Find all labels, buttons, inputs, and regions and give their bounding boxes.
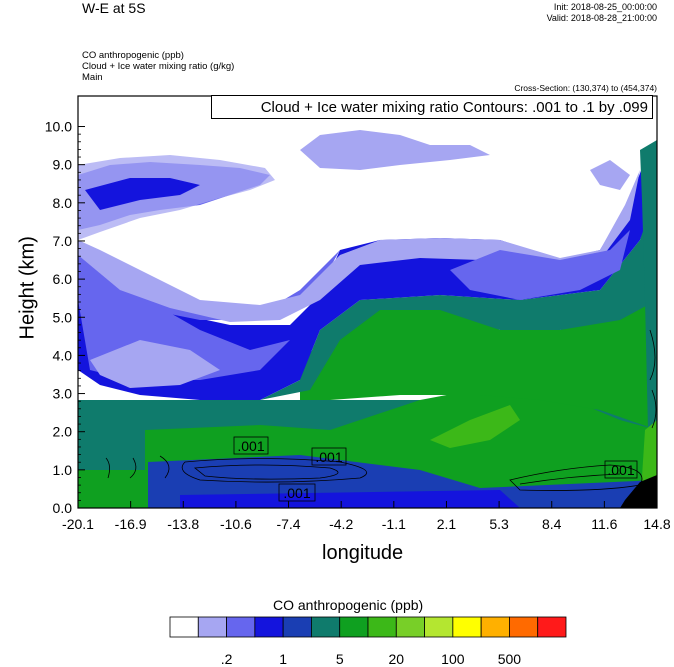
- colorbar-label: 100: [441, 651, 465, 667]
- x-tick-label: -1.1: [382, 516, 406, 532]
- colorbar-swatch: [197, 616, 227, 638]
- colorbar-swatch: [311, 616, 341, 638]
- x-axis-label: longitude: [322, 542, 404, 564]
- y-tick-label: 8.0: [53, 195, 73, 211]
- y-tick-label: 6.0: [53, 271, 73, 287]
- y-axis: 0.0 1.0 2.0 3.0 4.0 5.0 6.0 7.0 8.0 9.0 10.0: [45, 119, 85, 516]
- y-tick-label: 9.0: [53, 157, 73, 173]
- colorbar: .2 1 5 20 100 500: [169, 616, 567, 667]
- colorbar-swatch: [480, 616, 510, 638]
- x-tick-label: 2.1: [437, 516, 457, 532]
- colorbar-label: 20: [388, 651, 404, 667]
- y-tick-label: 1.0: [53, 462, 73, 478]
- colorbar-label: .2: [221, 651, 233, 667]
- x-tick-label: -4.2: [329, 516, 353, 532]
- colorbar-swatch: [509, 616, 539, 638]
- colorbar-swatch: [424, 616, 454, 638]
- contour-label-1: .001: [237, 438, 264, 454]
- colorbar-swatch: [282, 616, 312, 638]
- x-tick-label: 8.4: [542, 516, 562, 532]
- heatmap-field: [78, 96, 657, 508]
- y-tick-label: 7.0: [53, 233, 73, 249]
- plot-title: W-E at 5S: [82, 0, 146, 16]
- colorbar-label: 5: [336, 651, 344, 667]
- contour-label-4: .001: [607, 462, 634, 478]
- x-tick-label: -20.1: [62, 516, 94, 532]
- colorbar-swatch: [169, 616, 199, 638]
- colorbar-swatch: [537, 616, 567, 638]
- y-axis-label: Height (km): [16, 236, 39, 340]
- x-tick-label: 11.6: [591, 516, 617, 532]
- y-tick-label: 10.0: [45, 119, 72, 135]
- colorbar-swatch: [226, 616, 256, 638]
- y-tick-label: 5.0: [53, 309, 73, 325]
- x-tick-label: 14.8: [643, 516, 670, 532]
- x-tick-label: -13.8: [167, 516, 199, 532]
- y-tick-label: 4.0: [53, 347, 73, 363]
- contour-label-2: .001: [315, 449, 342, 465]
- contour-label-3: .001: [283, 485, 310, 501]
- contour-info-box: Cloud + Ice water mixing ratio Contours:…: [211, 95, 653, 119]
- colorbar-label: 500: [498, 651, 522, 667]
- y-tick-label: 3.0: [53, 386, 73, 402]
- y-tick-label: 2.0: [53, 424, 73, 440]
- contour-labels: .001 .001 .001 .001: [233, 436, 638, 502]
- colorbar-swatch: [452, 616, 482, 638]
- colorbar-label: 1: [279, 651, 287, 667]
- field-label-cloud: Cloud + Ice water mixing ratio (g/kg): [82, 61, 235, 72]
- init-time: Init: 2018-08-25_00:00:00: [553, 2, 657, 12]
- colorbar-title: CO anthropogenic (ppb): [273, 597, 424, 613]
- colorbar-swatch: [339, 616, 369, 638]
- x-tick-label: -16.9: [115, 516, 147, 532]
- field-label-main: Main: [82, 72, 103, 83]
- colorbar-swatch: [254, 616, 284, 638]
- cross-section-label: Cross-Section: (130,374) to (454,374): [514, 83, 657, 93]
- x-tick-label: -10.6: [220, 516, 252, 532]
- x-tick-label: -7.4: [276, 516, 300, 532]
- x-axis: -20.1 -16.9 -13.8 -10.6 -7.4 -4.2 -1.1 2.1 5.3 8.…: [62, 501, 671, 532]
- valid-time: Valid: 2018-08-28_21:00:00: [546, 13, 657, 23]
- colorbar-swatch: [395, 616, 425, 638]
- colorbar-swatch: [367, 616, 397, 638]
- x-tick-label: 5.3: [489, 516, 509, 532]
- field-label-co: CO anthropogenic (ppb): [82, 50, 184, 61]
- y-tick-label: 0.0: [53, 500, 73, 516]
